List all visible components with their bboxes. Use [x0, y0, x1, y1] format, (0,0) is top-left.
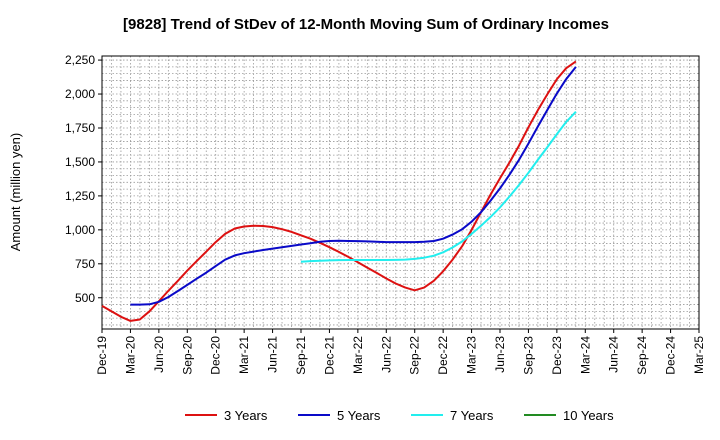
- series-lines: [101, 60, 577, 322]
- x-tick-label: Sep-20: [180, 336, 194, 375]
- x-tick-label: Mar-23: [465, 336, 479, 374]
- gridlines: [101, 56, 700, 329]
- x-tick-label: Mar-21: [237, 336, 251, 374]
- y-axis: 500 750 1,000 1,250 1,500 1,750 2,000 2,250: [65, 53, 102, 305]
- x-tick-label: Dec-24: [664, 336, 678, 375]
- legend-label: 5 Years: [337, 408, 381, 423]
- x-tick-label: Sep-21: [294, 336, 308, 375]
- plot-area: [101, 55, 700, 330]
- y-tick-label: 750: [75, 257, 95, 271]
- x-tick-label: Jun-20: [152, 336, 166, 373]
- legend-label: 3 Years: [224, 408, 268, 423]
- x-tick-label: Jun-21: [266, 336, 280, 373]
- x-tick-label: Dec-19: [95, 336, 109, 375]
- y-tick-label: 500: [75, 291, 95, 305]
- series-line-5-years: [130, 66, 577, 306]
- legend-label: 7 Years: [450, 408, 494, 423]
- x-tick-label: Mar-24: [578, 336, 592, 374]
- y-tick-label: 1,000: [65, 223, 95, 237]
- x-tick-label: Sep-22: [408, 336, 422, 375]
- x-tick-label: Jun-23: [493, 336, 507, 373]
- x-tick-label: Dec-21: [322, 336, 336, 375]
- x-tick-label: Sep-24: [635, 336, 649, 375]
- x-tick-label: Dec-23: [550, 336, 564, 375]
- x-tick-label: Jun-24: [607, 336, 621, 373]
- y-tick-label: 1,750: [65, 121, 95, 135]
- x-axis: Dec-19 Mar-20 Jun-20 Sep-20 Dec-20 Mar-21 Jun-…: [95, 329, 706, 375]
- legend: 3 Years 5 Years 7 Years 10 Years: [185, 408, 614, 423]
- y-tick-label: 1,500: [65, 155, 95, 169]
- x-tick-label: Mar-22: [351, 336, 365, 374]
- x-tick-label: Mar-25: [692, 336, 706, 374]
- y-axis-label: Amount (million yen): [8, 133, 23, 252]
- y-tick-label: 1,250: [65, 189, 95, 203]
- x-tick-label: Jun-22: [379, 336, 393, 373]
- y-tick-label: 2,250: [65, 53, 95, 67]
- x-tick-label: Mar-20: [123, 336, 137, 374]
- series-line-3-years: [101, 60, 577, 322]
- x-tick-label: Sep-23: [521, 336, 535, 375]
- y-tick-label: 2,000: [65, 87, 95, 101]
- chart-title: [9828] Trend of StDev of 12-Month Moving…: [123, 16, 609, 33]
- legend-label: 10 Years: [563, 408, 614, 423]
- x-tick-label: Dec-20: [209, 336, 223, 375]
- series-line-7-years: [300, 111, 577, 263]
- x-tick-label: Dec-22: [436, 336, 450, 375]
